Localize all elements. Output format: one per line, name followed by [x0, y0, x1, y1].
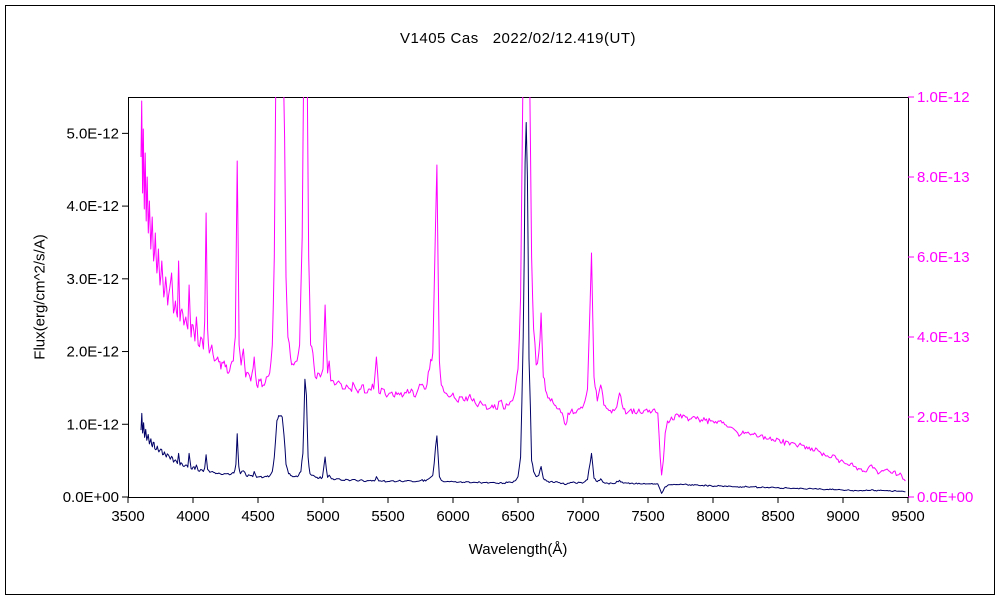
- x-tick-label: 3500: [111, 508, 144, 525]
- x-tick-label: 8000: [696, 508, 729, 525]
- y-right-tick-label: 2.0E-13: [917, 409, 970, 426]
- plot-area-frame: [128, 97, 909, 498]
- y-right-tick-label: 0.0E+00: [917, 489, 973, 506]
- x-tick-label: 7000: [566, 508, 599, 525]
- x-tick-label: 5500: [371, 508, 404, 525]
- x-tick-label: 7500: [631, 508, 664, 525]
- y-left-tick-label: 5.0E-12: [66, 125, 119, 142]
- x-axis-label: Wavelength(Å): [468, 541, 568, 558]
- x-tick-label: 4500: [241, 508, 274, 525]
- x-tick-label: 6000: [436, 508, 469, 525]
- x-tick-label: 4000: [176, 508, 209, 525]
- y-right-tick-label: 1.0E-12: [917, 89, 970, 106]
- x-tick-label: 6500: [501, 508, 534, 525]
- spectrum-series: [140, 97, 906, 494]
- y-left-tick-label: 3.0E-12: [66, 271, 119, 288]
- y-left-tick-label: 4.0E-12: [66, 198, 119, 215]
- y-left-tick-label: 1.0E-12: [66, 416, 119, 433]
- y-right-tick-label: 6.0E-13: [917, 249, 970, 266]
- axis-ticks: 3500 4000 4500 5000 5500 6000 6500 7000 7500 8000…: [63, 89, 974, 525]
- y-left-tick-label: 2.0E-12: [66, 344, 119, 361]
- spectrum-blue-left-axis: [140, 122, 906, 494]
- x-tick-label: 8500: [761, 508, 794, 525]
- y-right-tick-label: 4.0E-13: [917, 329, 970, 346]
- x-tick-label: 9000: [826, 508, 859, 525]
- y-left-tick-label: 0.0E+00: [63, 489, 119, 506]
- chart-title: V1405 Cas 2022/02/12.419(UT): [400, 30, 636, 47]
- x-tick-label: 9500: [891, 508, 924, 525]
- y-right-tick-label: 8.0E-13: [917, 169, 970, 186]
- spectrum-magenta-right-axis: [140, 97, 906, 482]
- figure-border: [5, 5, 995, 595]
- x-tick-label: 5000: [306, 508, 339, 525]
- y-axis-label-left: Flux(erg/cm^2/s/A): [31, 234, 49, 360]
